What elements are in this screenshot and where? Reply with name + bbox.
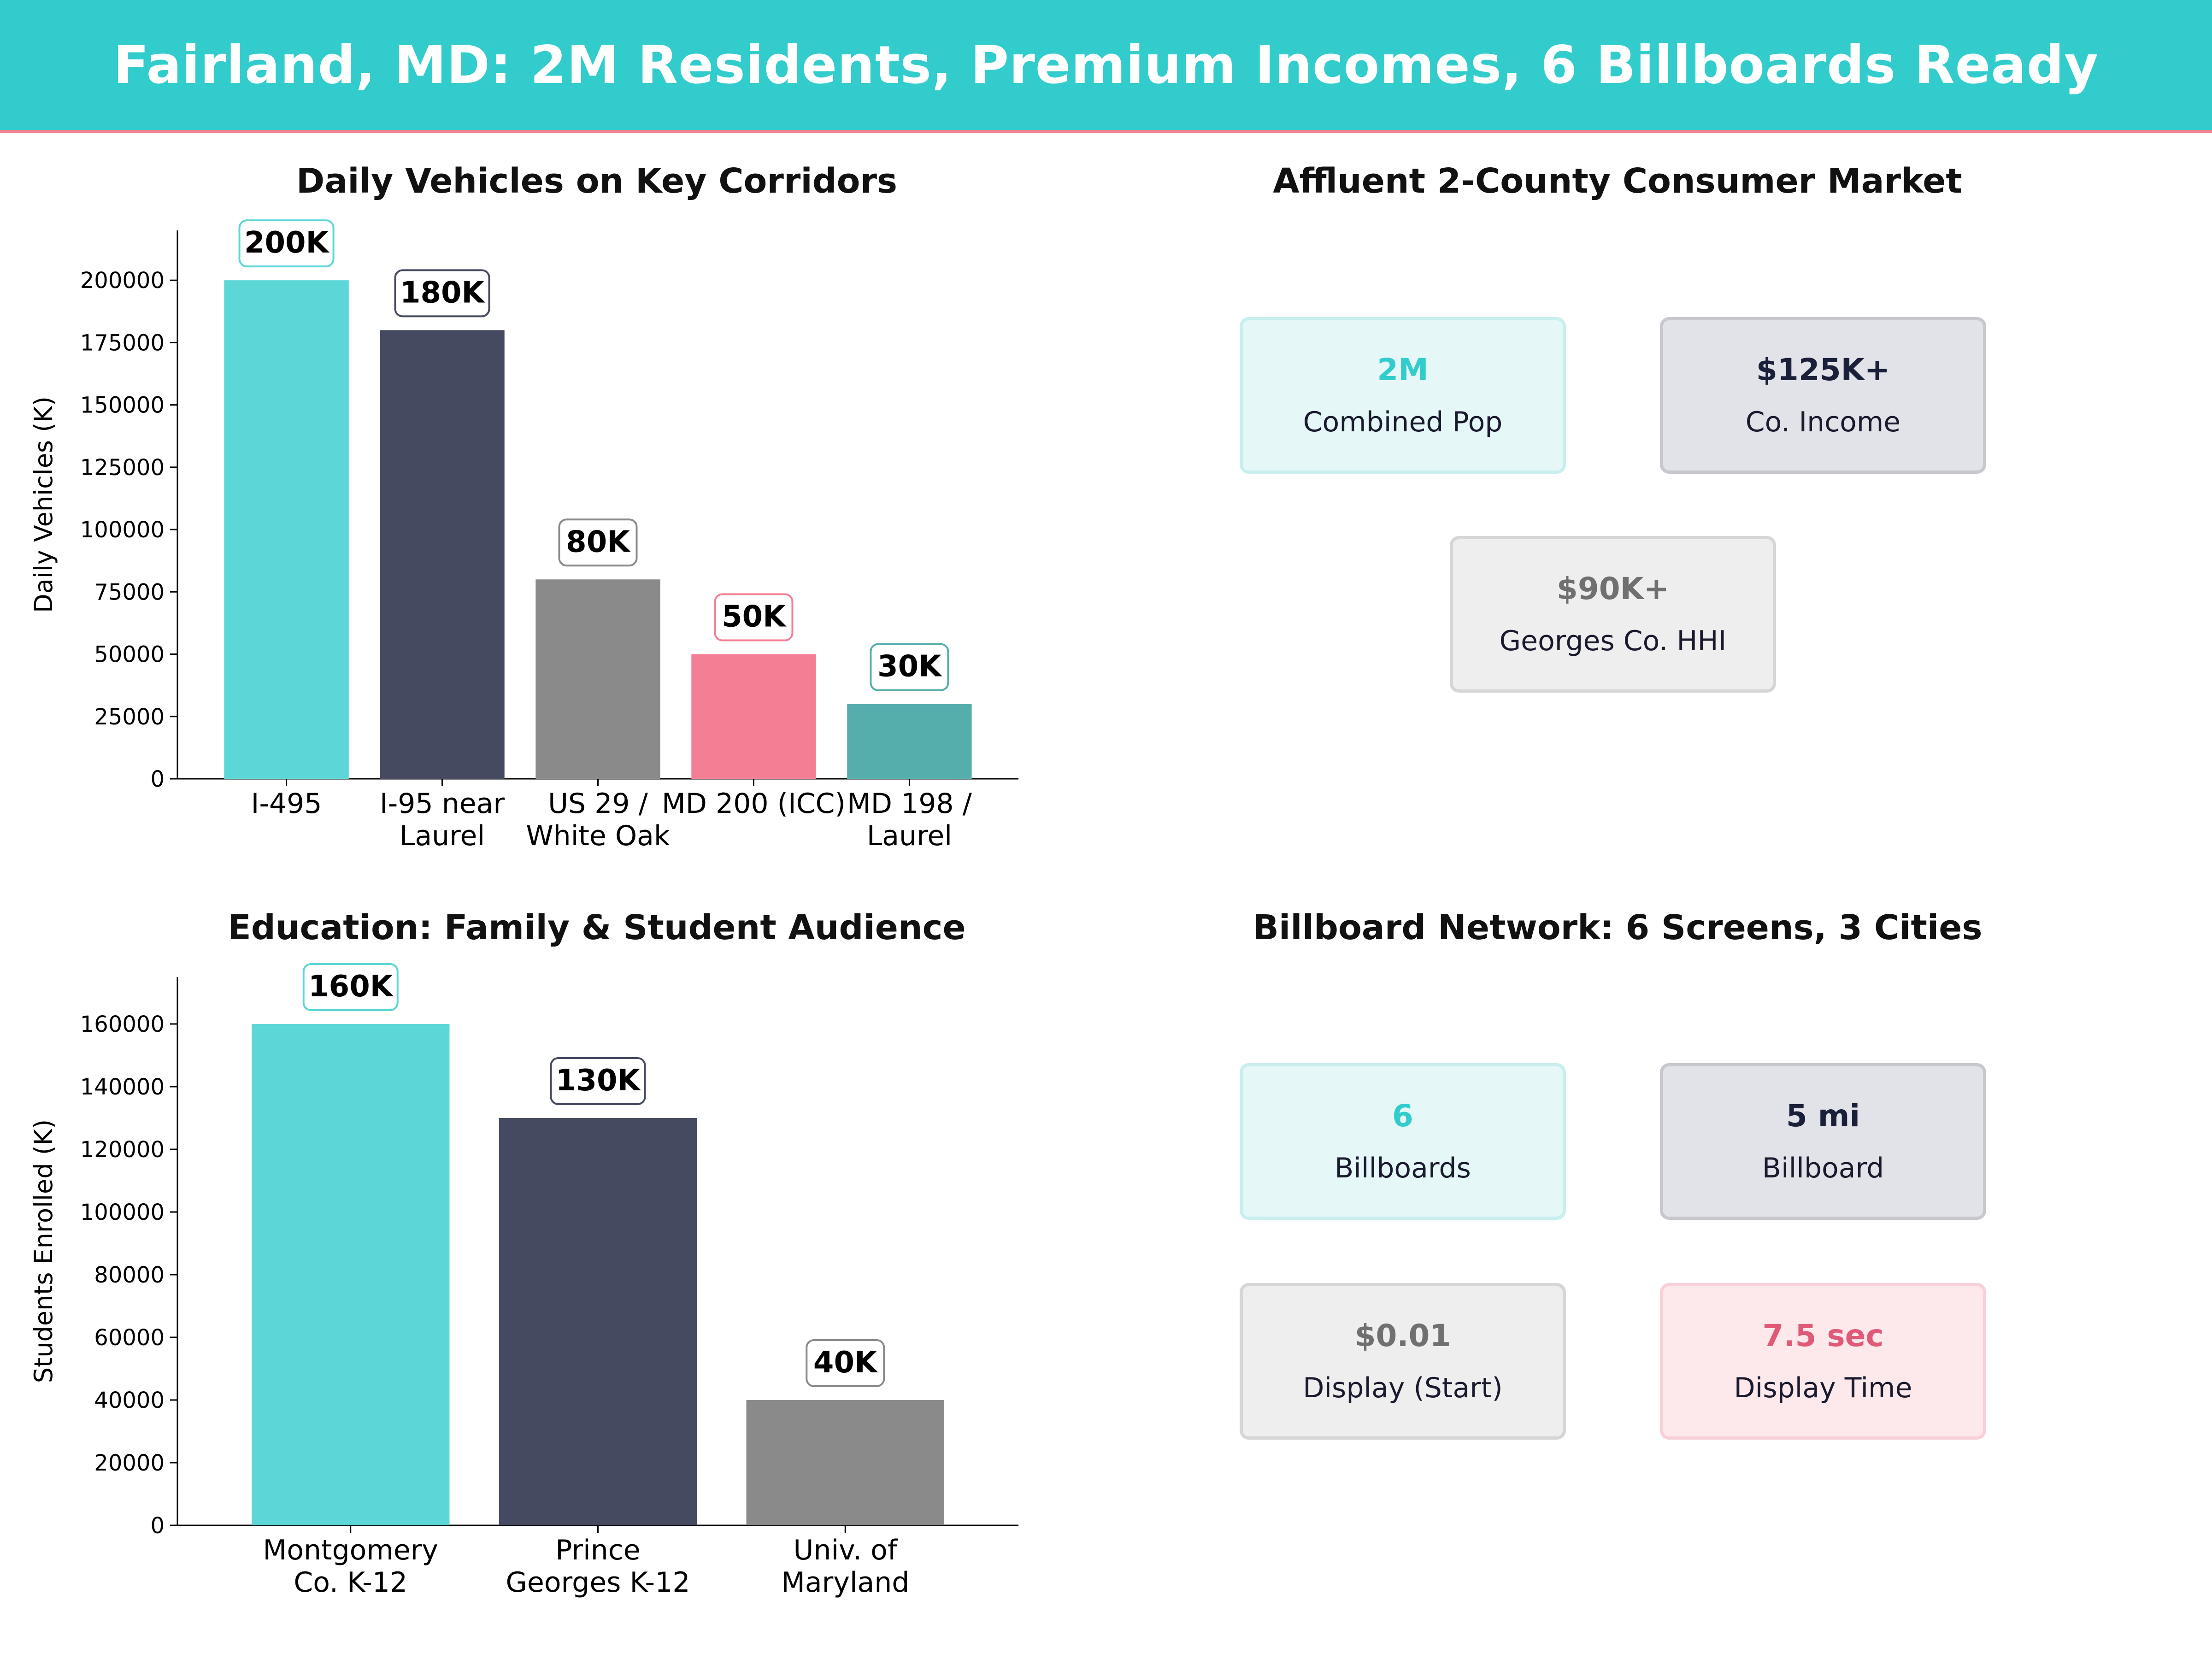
data-label: 30K bbox=[877, 650, 942, 684]
data-label-box bbox=[550, 1057, 646, 1105]
traffic-bar-chart: 0 25000 50000 75000 100000 125000 150000 175000… bbox=[29, 219, 1018, 852]
display-start-price-card: $0.01 Display (Start) bbox=[1240, 1283, 1566, 1440]
y-tick-label: 100000 bbox=[80, 517, 165, 543]
data-label: 40K bbox=[813, 1346, 878, 1380]
x-tick-label: I-495 bbox=[251, 788, 322, 820]
y-tick-label: 160000 bbox=[80, 1012, 165, 1037]
x-tick-label: White Oak bbox=[526, 820, 670, 852]
y-tick-label: 75000 bbox=[94, 579, 165, 605]
bar bbox=[535, 579, 660, 779]
bar bbox=[224, 280, 349, 779]
market-panel-title: Affluent 2-County Consumer Market bbox=[1273, 161, 1962, 201]
data-label-box bbox=[238, 219, 335, 268]
network-panel-title: Billboard Network: 6 Screens, 3 Cities bbox=[1253, 908, 1983, 947]
card-label: Display (Start) bbox=[1303, 1372, 1503, 1404]
y-tick-label: 150000 bbox=[80, 393, 165, 418]
county-income-card: $125K+ Co. Income bbox=[1660, 317, 1986, 474]
y-tick-label: 100000 bbox=[80, 1200, 165, 1225]
education-bar-chart: 0 20000 40000 60000 80000 100000 120000 140000 1… bbox=[29, 963, 1018, 1599]
traffic-chart-title: Daily Vehicles on Key Corridors bbox=[296, 161, 898, 201]
x-tick-label: I-95 near bbox=[380, 788, 505, 820]
bar bbox=[746, 1400, 944, 1525]
data-label-box bbox=[870, 643, 949, 691]
billboard-distance-card: 5 mi Billboard bbox=[1660, 1063, 1986, 1220]
data-label: 130K bbox=[556, 1064, 641, 1098]
card-label: Combined Pop bbox=[1303, 406, 1503, 438]
y-axis-label: Students Enrolled (K) bbox=[29, 1119, 58, 1383]
data-label: 180K bbox=[400, 276, 486, 310]
card-value: $90K+ bbox=[1556, 571, 1670, 606]
card-value: $0.01 bbox=[1354, 1318, 1451, 1353]
x-tick-label: Georges K-12 bbox=[506, 1566, 690, 1599]
y-tick-label: 0 bbox=[150, 1513, 165, 1539]
x-tick-label: MD 200 (ICC) bbox=[662, 788, 846, 820]
education-chart-title: Education: Family & Student Audience bbox=[228, 908, 966, 947]
y-tick-label: 140000 bbox=[80, 1074, 165, 1100]
bar bbox=[499, 1118, 697, 1525]
y-tick-label: 25000 bbox=[94, 704, 165, 730]
y-tick-label: 175000 bbox=[80, 330, 165, 356]
bar bbox=[847, 704, 972, 779]
x-tick-label: Maryland bbox=[781, 1566, 909, 1599]
y-tick-label: 200000 bbox=[80, 268, 165, 294]
data-label: 80K bbox=[566, 525, 631, 559]
data-label: 200K bbox=[244, 226, 330, 260]
y-axis-label: Daily Vehicles (K) bbox=[29, 396, 58, 613]
y-tick-label: 80000 bbox=[94, 1262, 165, 1288]
card-value: 5 mi bbox=[1786, 1098, 1860, 1134]
x-tick-label: Laurel bbox=[867, 820, 952, 852]
billboards-count-card: 6 Billboards bbox=[1240, 1063, 1566, 1220]
x-tick-label: Montgomery bbox=[263, 1534, 438, 1566]
data-label: 50K bbox=[722, 600, 787, 634]
combined-pop-card: 2M Combined Pop bbox=[1240, 317, 1566, 474]
data-label-box bbox=[394, 269, 490, 318]
card-label: Billboard bbox=[1762, 1152, 1884, 1184]
banner-title: Fairland, MD: 2M Residents, Premium Inco… bbox=[113, 35, 2099, 95]
x-tick-label: MD 198 / bbox=[847, 788, 972, 820]
card-label: Billboards bbox=[1335, 1152, 1471, 1184]
display-time-card: 7.5 sec Display Time bbox=[1660, 1283, 1986, 1440]
x-tick-label: Univ. of bbox=[794, 1534, 898, 1566]
data-label-box bbox=[806, 1339, 885, 1387]
y-tick-label: 125000 bbox=[80, 455, 165, 481]
bar bbox=[691, 654, 816, 779]
y-tick-label: 120000 bbox=[80, 1137, 165, 1163]
x-tick-label: Laurel bbox=[400, 820, 485, 852]
data-label-box bbox=[714, 593, 794, 641]
header-banner: Fairland, MD: 2M Residents, Premium Inco… bbox=[0, 0, 2212, 133]
card-value: $125K+ bbox=[1756, 352, 1890, 388]
y-tick-label: 60000 bbox=[94, 1325, 165, 1351]
x-tick-label: US 29 / bbox=[548, 788, 648, 820]
card-value: 7.5 sec bbox=[1762, 1318, 1884, 1353]
y-tick-label: 0 bbox=[150, 766, 165, 792]
bar bbox=[380, 330, 505, 779]
bar bbox=[252, 1024, 450, 1525]
y-tick-label: 50000 bbox=[94, 642, 165, 668]
data-label: 160K bbox=[308, 970, 394, 1004]
data-label-box bbox=[558, 518, 638, 567]
data-label-box bbox=[302, 963, 399, 1011]
card-label: Co. Income bbox=[1745, 406, 1901, 438]
georges-hhi-card: $90K+ Georges Co. HHI bbox=[1450, 536, 1776, 693]
x-tick-label: Prince bbox=[555, 1534, 640, 1566]
y-tick-label: 40000 bbox=[94, 1388, 165, 1413]
card-value: 2M bbox=[1377, 352, 1429, 388]
card-label: Georges Co. HHI bbox=[1499, 625, 1727, 657]
card-value: 6 bbox=[1392, 1098, 1413, 1134]
x-tick-label: Co. K-12 bbox=[294, 1566, 407, 1599]
y-tick-label: 20000 bbox=[94, 1450, 165, 1476]
card-label: Display Time bbox=[1734, 1372, 1912, 1404]
